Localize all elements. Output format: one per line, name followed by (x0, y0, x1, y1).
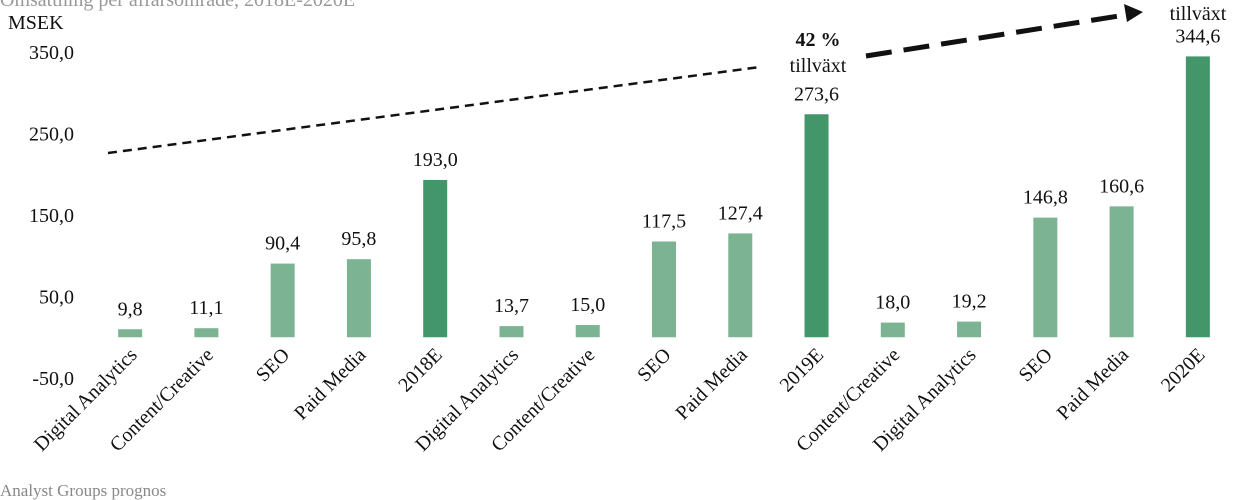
bar (423, 179, 448, 338)
bar (499, 326, 524, 338)
x-tick-label: SEO (1015, 344, 1057, 386)
x-tick-label: SEO (252, 344, 294, 386)
x-tick-label: 2019E (776, 344, 828, 396)
x-tick-label: 2018E (394, 344, 446, 396)
y-tick-label: -50,0 (32, 368, 74, 390)
value-label: 273,6 (794, 83, 839, 105)
trend-arrow (107, 65, 761, 155)
x-tick-label: 2020E (1157, 344, 1209, 396)
bar (728, 233, 753, 338)
bar (1033, 217, 1058, 338)
bar (1109, 206, 1134, 338)
value-label: 9,8 (118, 298, 143, 320)
value-label: 193,0 (413, 149, 458, 171)
y-tick-label: 150,0 (29, 205, 74, 227)
source: Analyst Groups prognos (0, 481, 166, 500)
value-label: 117,5 (642, 210, 686, 232)
value-label: 95,8 (341, 228, 376, 250)
x-tick-label: Paid Media (1053, 344, 1133, 424)
arrow-head (1124, 4, 1143, 22)
value-label: 15,0 (570, 294, 605, 316)
x-tick-label: SEO (633, 344, 675, 386)
value-label: 19,2 (952, 291, 987, 313)
trend-arrow (865, 12, 1126, 59)
x-tick-label: Paid Media (290, 344, 370, 424)
x-tick-label: Paid Media (671, 344, 751, 424)
bar (804, 114, 829, 338)
value-label: 13,7 (494, 295, 529, 317)
y-tick-label: 250,0 (29, 124, 74, 146)
value-label: 160,6 (1099, 175, 1144, 197)
annotation: tillväxt (1170, 3, 1227, 25)
annotation: tillväxt (790, 55, 847, 77)
value-label: 18,0 (875, 292, 910, 314)
bar (194, 328, 219, 338)
y-tick-label: 50,0 (39, 287, 74, 309)
value-label: 344,6 (1175, 25, 1220, 47)
value-label: 11,1 (189, 297, 223, 319)
bar (957, 321, 982, 338)
y-axis-label: MSEK (8, 12, 64, 34)
bar (270, 263, 295, 338)
value-label: 127,4 (718, 202, 763, 224)
y-tick-label: 350,0 (29, 42, 74, 64)
value-label: 146,8 (1023, 187, 1068, 209)
chart-title: Omsättning per affärsområde, 2018E-2020E (0, 0, 355, 11)
bar (880, 322, 905, 338)
annotation: 42 % (796, 29, 841, 51)
bar (652, 241, 676, 338)
bar (118, 329, 143, 338)
bar (575, 325, 600, 338)
value-label: 90,4 (265, 233, 300, 255)
bar (1185, 56, 1210, 338)
bar (346, 259, 371, 338)
